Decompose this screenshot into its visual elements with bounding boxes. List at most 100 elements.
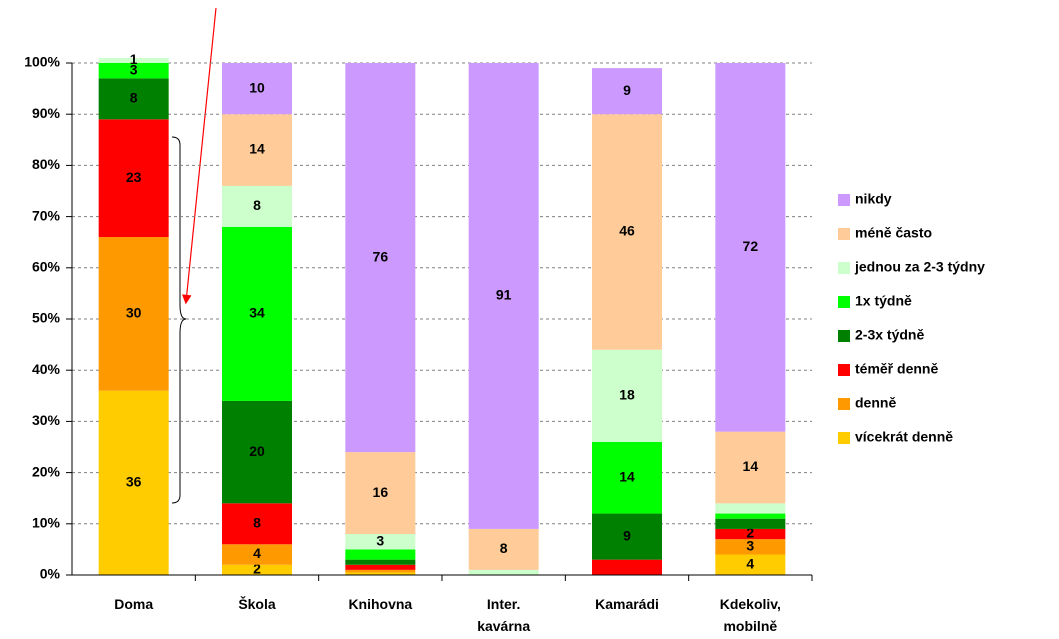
x-tick-label: Kdekoliv, mobilně	[719, 596, 781, 634]
data-label: 14	[619, 468, 635, 484]
y-tick-label: 100%	[24, 54, 60, 70]
legend-swatch	[838, 432, 850, 444]
legend-label: denně	[855, 395, 896, 411]
data-label: 76	[373, 248, 389, 264]
data-label: 8	[253, 515, 261, 531]
bar-segment	[98, 78, 169, 120]
bar-segment	[98, 119, 169, 238]
y-tick-label: 10%	[32, 515, 61, 531]
data-label: 23	[126, 169, 142, 185]
data-label: 2	[253, 561, 261, 577]
annotation-arrow	[181, 7, 217, 305]
legend-swatch	[838, 228, 850, 240]
x-tick-label: Škola	[238, 596, 276, 612]
data-label: 1	[130, 51, 138, 67]
bar-segment	[345, 549, 416, 560]
bar-segment	[592, 559, 662, 575]
bar-segment	[715, 63, 786, 432]
legend-label: vícekrát denně	[855, 429, 953, 445]
x-tick-label: Doma	[114, 596, 154, 612]
bar-segment	[592, 441, 662, 514]
bar-segment	[98, 63, 169, 79]
bar-segment	[468, 63, 539, 529]
bar-segment	[715, 518, 786, 529]
bar-segment	[592, 114, 662, 350]
legend-label: 2-3x týdně	[855, 327, 924, 343]
bar-segment	[345, 63, 416, 453]
x-tick-label: Kamarádi	[595, 596, 659, 612]
data-label: 8	[130, 90, 138, 106]
bar-segment	[345, 572, 416, 575]
bar-segment	[592, 349, 662, 442]
legend-swatch	[838, 262, 850, 274]
bar-segment	[222, 63, 292, 115]
legend-label: nikdy	[855, 191, 892, 207]
legend-swatch	[838, 296, 850, 308]
data-label: 8	[253, 197, 261, 213]
data-label: 9	[623, 82, 631, 98]
bar-segment	[98, 390, 169, 575]
data-label: 10	[249, 79, 265, 95]
bar-segment	[98, 237, 169, 391]
data-label: 20	[249, 443, 265, 459]
legend-swatch	[838, 398, 850, 410]
y-tick-label: 50%	[32, 310, 61, 326]
bar-segment	[715, 554, 786, 575]
bar-segment	[345, 569, 416, 573]
y-tick-label: 0%	[40, 566, 61, 582]
bar-segment	[592, 513, 662, 560]
legend-swatch	[838, 194, 850, 206]
bar-segment	[468, 528, 539, 570]
bar-segment	[345, 564, 416, 570]
x-tick-label: Knihovna	[348, 596, 413, 612]
data-label: 72	[743, 238, 759, 254]
annotation-brace	[171, 136, 187, 504]
bar-segment	[345, 452, 416, 535]
data-label: 4	[746, 555, 754, 571]
data-label: 4	[253, 545, 261, 561]
data-label: 91	[496, 287, 512, 303]
data-label: 36	[126, 474, 142, 490]
data-label: 9	[623, 527, 631, 543]
bar-segment	[715, 528, 786, 540]
bar-segment	[222, 503, 292, 545]
data-label: 14	[249, 141, 265, 157]
data-label: 16	[373, 484, 389, 500]
data-label: 8	[500, 540, 508, 556]
bar-segment	[222, 114, 292, 186]
data-label: 2	[746, 525, 754, 541]
legend-label: 1x týdně	[855, 293, 912, 309]
y-tick-label: 20%	[32, 463, 61, 479]
data-label: 3	[376, 532, 384, 548]
bar-segment	[98, 57, 169, 63]
y-tick-label: 60%	[32, 259, 61, 275]
data-label: 46	[619, 223, 635, 239]
data-label: 3	[746, 538, 754, 554]
bar-segment	[345, 559, 416, 565]
bar-segment	[715, 431, 786, 504]
data-label: 18	[619, 387, 635, 403]
legend-label: méně často	[855, 225, 932, 241]
y-tick-label: 70%	[32, 207, 61, 223]
y-tick-label: 30%	[32, 412, 61, 428]
bar-segment	[715, 503, 786, 514]
data-label: 14	[743, 458, 759, 474]
bar-segment	[222, 226, 292, 401]
bar-segment	[222, 544, 292, 565]
bar-segment	[222, 400, 292, 504]
data-label: 30	[126, 305, 142, 321]
x-tick-label: Inter. kavárna	[477, 596, 531, 634]
legend-label: jednou za 2-3 týdny	[854, 259, 985, 275]
legend-swatch	[838, 364, 850, 376]
legend-label: téměř denně	[855, 361, 938, 377]
bar-segment	[468, 569, 539, 575]
data-label: 34	[249, 305, 265, 321]
y-tick-label: 90%	[32, 105, 61, 121]
y-tick-label: 40%	[32, 361, 61, 377]
legend-swatch	[838, 330, 850, 342]
bar-segment	[592, 68, 662, 115]
data-label: 3	[130, 61, 138, 77]
bar-segment	[715, 513, 786, 519]
bar-segment	[715, 539, 786, 555]
